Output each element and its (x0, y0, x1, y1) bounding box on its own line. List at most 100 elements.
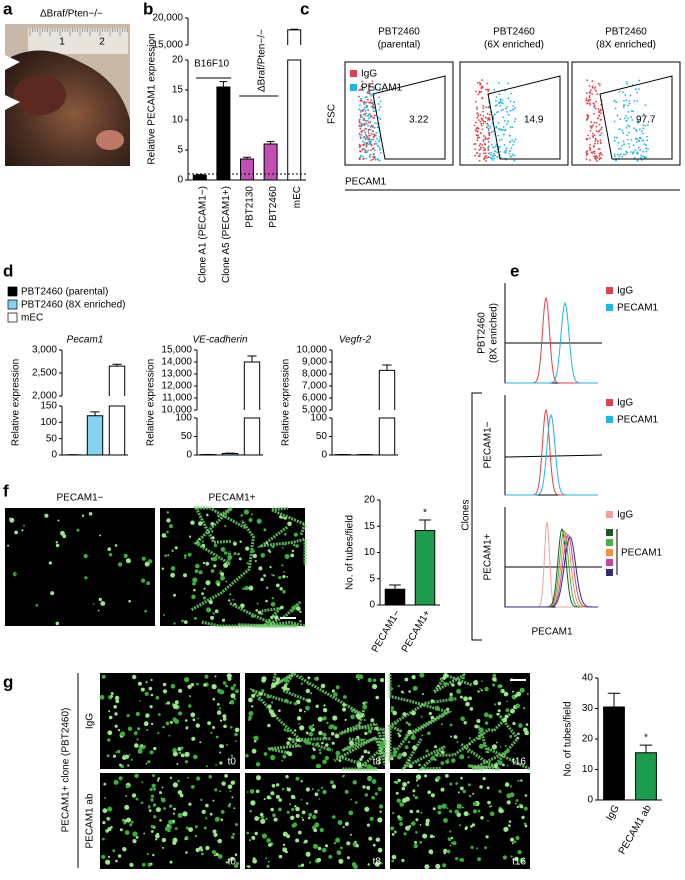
cell (125, 784, 130, 789)
cell (55, 621, 60, 626)
cell (372, 678, 377, 682)
cell (97, 609, 100, 612)
cell (226, 743, 228, 746)
event-dot (363, 141, 366, 144)
cell (134, 773, 139, 778)
cell (517, 732, 520, 736)
cell (149, 787, 153, 792)
cell (380, 861, 383, 865)
event-dot (589, 104, 591, 106)
event-dot (475, 106, 478, 109)
cell (290, 815, 295, 820)
event-dot (360, 100, 363, 102)
cell (305, 731, 309, 734)
cell (379, 810, 382, 813)
cell (476, 719, 481, 723)
event-dot (630, 138, 633, 141)
cell (276, 677, 281, 682)
event-dot (477, 128, 480, 130)
error-bar (112, 363, 122, 367)
cell (267, 723, 271, 728)
event-dot (593, 88, 596, 90)
cell (139, 747, 143, 751)
cell (281, 564, 284, 567)
y-tick-label: 15 (172, 85, 184, 96)
cell (118, 776, 123, 781)
cell (504, 745, 507, 747)
cell (244, 585, 249, 591)
cell (503, 826, 509, 832)
cell (379, 742, 385, 748)
event-dot (617, 147, 620, 150)
cell (402, 782, 407, 787)
cell (511, 842, 514, 845)
tube (249, 687, 334, 753)
event-dot (502, 116, 505, 119)
y-tick-label: 10 (172, 115, 184, 126)
event-dot (645, 156, 648, 159)
event-dot (614, 107, 617, 110)
label: ΔBraf/Pten−/− (256, 29, 267, 92)
cell (205, 803, 209, 808)
cell (271, 573, 273, 576)
cell (274, 615, 279, 620)
label: B16F10 (194, 59, 229, 70)
event-dot (358, 95, 360, 98)
cell (378, 804, 384, 809)
cell (225, 861, 229, 864)
event-dot (476, 151, 479, 154)
cell (282, 685, 288, 691)
event-dot (363, 106, 366, 109)
cell (243, 509, 249, 515)
cell (153, 815, 157, 819)
event-dot (634, 149, 637, 152)
event-dot (587, 134, 589, 137)
event-dot (364, 138, 367, 141)
cell (174, 827, 178, 830)
event-dot (638, 136, 641, 139)
cell (418, 763, 421, 767)
nose (96, 130, 124, 150)
cell (13, 572, 18, 577)
cell (416, 809, 420, 813)
cell (172, 782, 178, 788)
cell (305, 851, 311, 857)
cell (100, 601, 106, 606)
cell (414, 795, 418, 800)
cell (467, 756, 470, 759)
cell (141, 578, 146, 583)
plot-frame (571, 61, 681, 166)
event-dot (625, 99, 628, 102)
cell (251, 835, 256, 840)
event-dot (616, 153, 619, 156)
cell (294, 729, 297, 732)
cell (248, 585, 254, 591)
cell (470, 825, 473, 828)
cell (496, 712, 500, 716)
cell (419, 672, 425, 678)
cell (477, 690, 480, 693)
cell (487, 819, 489, 822)
cell (437, 810, 442, 815)
event-dot (375, 131, 378, 134)
cell (424, 864, 430, 870)
event-dot (595, 158, 597, 161)
cell (300, 798, 303, 801)
cell (123, 553, 128, 559)
cell (233, 697, 236, 701)
cell (303, 710, 306, 713)
legend-swatch (606, 529, 613, 536)
cell (523, 707, 526, 710)
cell (278, 798, 283, 802)
cell (366, 823, 370, 827)
cell (172, 812, 175, 815)
cell (214, 816, 220, 822)
cell (443, 682, 448, 686)
cell (198, 538, 200, 541)
event-dot (590, 125, 593, 128)
cell (322, 716, 327, 721)
cell (165, 721, 170, 726)
cell (255, 762, 261, 767)
cell (212, 726, 216, 729)
event-dot (370, 138, 373, 141)
